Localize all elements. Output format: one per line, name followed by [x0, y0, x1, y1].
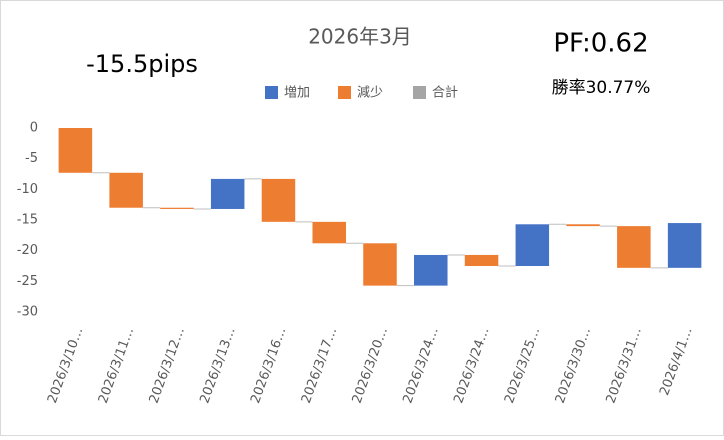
legend-label: 増加: [284, 86, 310, 101]
y-tick-label: -5: [25, 151, 38, 166]
bar: [109, 172, 143, 208]
y-tick-label: 0: [30, 121, 38, 136]
bar: [617, 226, 651, 268]
bar: [414, 254, 448, 286]
y-tick-label: -10: [17, 182, 38, 197]
legend-swatch: [265, 86, 278, 99]
bar: [58, 128, 93, 173]
chart-title: 2026年3月: [308, 25, 412, 49]
bar: [464, 254, 499, 266]
bar: [312, 221, 346, 244]
y-tick-label: -15: [17, 213, 38, 228]
bar: [261, 178, 296, 222]
legend-swatch: [413, 86, 426, 99]
bar: [363, 243, 397, 286]
y-tick-label: -25: [17, 274, 38, 289]
bar: [566, 224, 600, 227]
bar: [667, 223, 702, 268]
bar: [210, 178, 245, 209]
annotation: -15.5pips: [86, 50, 198, 78]
y-tick-label: -30: [17, 305, 38, 320]
annotation: PF:0.62: [553, 29, 648, 59]
legend-label: 合計: [432, 85, 458, 101]
legend-swatch: [338, 86, 351, 99]
annotation: 勝率30.77%: [552, 78, 651, 98]
y-tick-label: -20: [17, 243, 38, 258]
bar: [160, 207, 194, 209]
bar: [515, 224, 550, 266]
legend-label: 減少: [357, 85, 383, 101]
